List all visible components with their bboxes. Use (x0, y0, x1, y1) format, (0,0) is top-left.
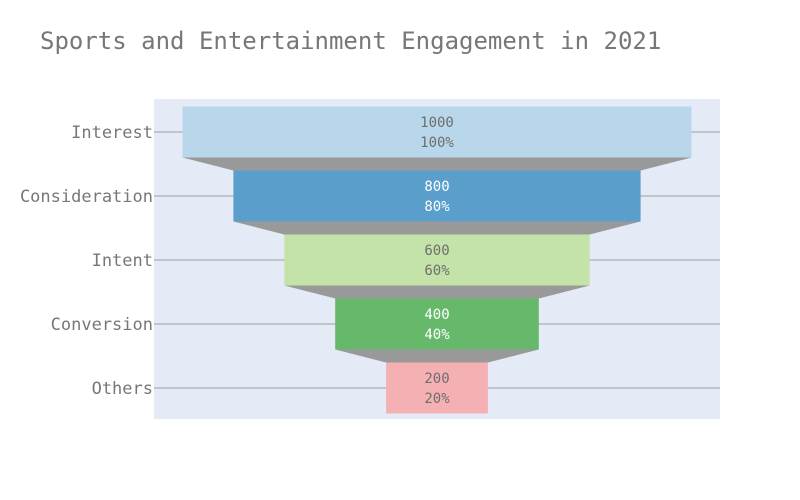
category-label-others: Others (92, 379, 153, 399)
chart-title: Sports and Entertainment Engagement in 2… (40, 27, 661, 55)
category-axis-labels: Interest Consideration Intent Conversion Oth… (20, 123, 153, 399)
funnel-bar-consideration[interactable] (233, 170, 641, 222)
funnel-connector (335, 349, 539, 363)
category-label-interest: Interest (71, 123, 153, 143)
funnel-percent-label: 40% (424, 327, 450, 343)
funnel-connector (233, 221, 641, 235)
funnel-percent-label: 20% (424, 391, 450, 407)
funnel-connectors (182, 157, 692, 363)
funnel-bar-intent[interactable] (284, 234, 590, 286)
funnel-value-label: 400 (424, 307, 449, 323)
funnel-value-label: 200 (424, 371, 449, 387)
funnel-value-label: 1000 (420, 115, 454, 131)
funnel-connector (182, 157, 692, 171)
funnel-bar-interest[interactable] (182, 106, 692, 158)
category-label-conversion: Conversion (51, 315, 153, 335)
category-label-intent: Intent (92, 251, 153, 271)
funnel-value-label: 800 (424, 179, 449, 195)
funnel-percent-label: 80% (424, 199, 450, 215)
funnel-percent-label: 100% (420, 135, 454, 151)
funnel-value-label: 600 (424, 243, 449, 259)
category-label-consideration: Consideration (20, 187, 153, 207)
funnel-bar-conversion[interactable] (335, 298, 539, 350)
funnel-connector (284, 285, 590, 299)
funnel-percent-label: 60% (424, 263, 450, 279)
funnel-bar-others[interactable] (386, 362, 488, 414)
funnel-bars (182, 106, 692, 414)
funnel-value-labels: 1000 100% 800 80% 600 60% 400 40% 200 20% (420, 115, 454, 407)
